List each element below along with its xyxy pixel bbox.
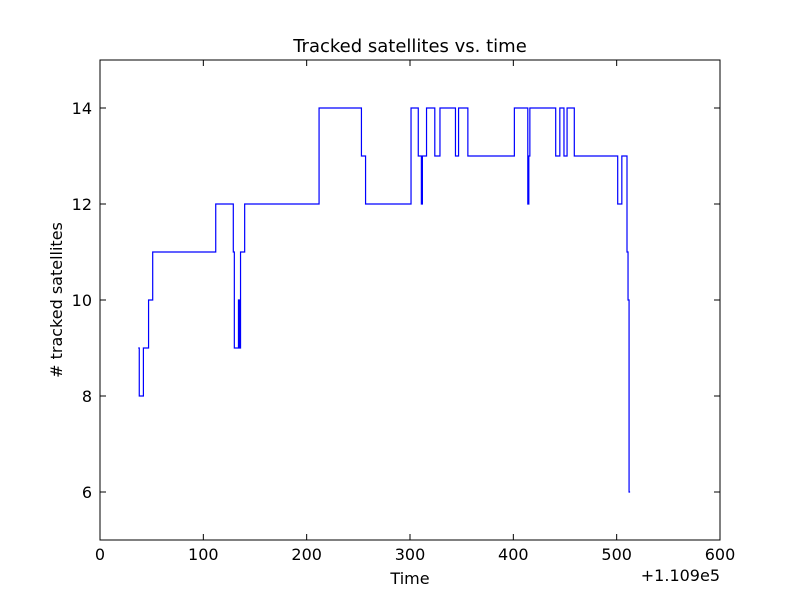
x-tick-label: 500 bbox=[601, 545, 632, 564]
x-tick-label: 100 bbox=[188, 545, 219, 564]
series-line bbox=[138, 107, 631, 493]
y-tick-label: 12 bbox=[72, 195, 92, 214]
y-tick-label: 8 bbox=[82, 387, 92, 406]
x-tick-label: 600 bbox=[705, 545, 736, 564]
x-tick-label: 300 bbox=[395, 545, 426, 564]
y-tick-label: 10 bbox=[72, 291, 92, 310]
x-tick-label: 400 bbox=[498, 545, 529, 564]
x-axis-label: Time bbox=[389, 569, 429, 588]
axis-ticks: 0 100 200 300 400 500 600 6 8 10 12 14 bbox=[72, 60, 736, 564]
y-tick-label: 14 bbox=[72, 99, 92, 118]
x-tick-label: 0 bbox=[95, 545, 105, 564]
y-tick-label: 6 bbox=[82, 483, 92, 502]
x-tick-label: 200 bbox=[291, 545, 322, 564]
x-axis-offset-label: +1.109e5 bbox=[641, 566, 720, 585]
y-axis-label: # tracked satellites bbox=[47, 222, 66, 378]
plot-area bbox=[99, 59, 721, 541]
chart-title: Tracked satellites vs. time bbox=[292, 36, 527, 57]
